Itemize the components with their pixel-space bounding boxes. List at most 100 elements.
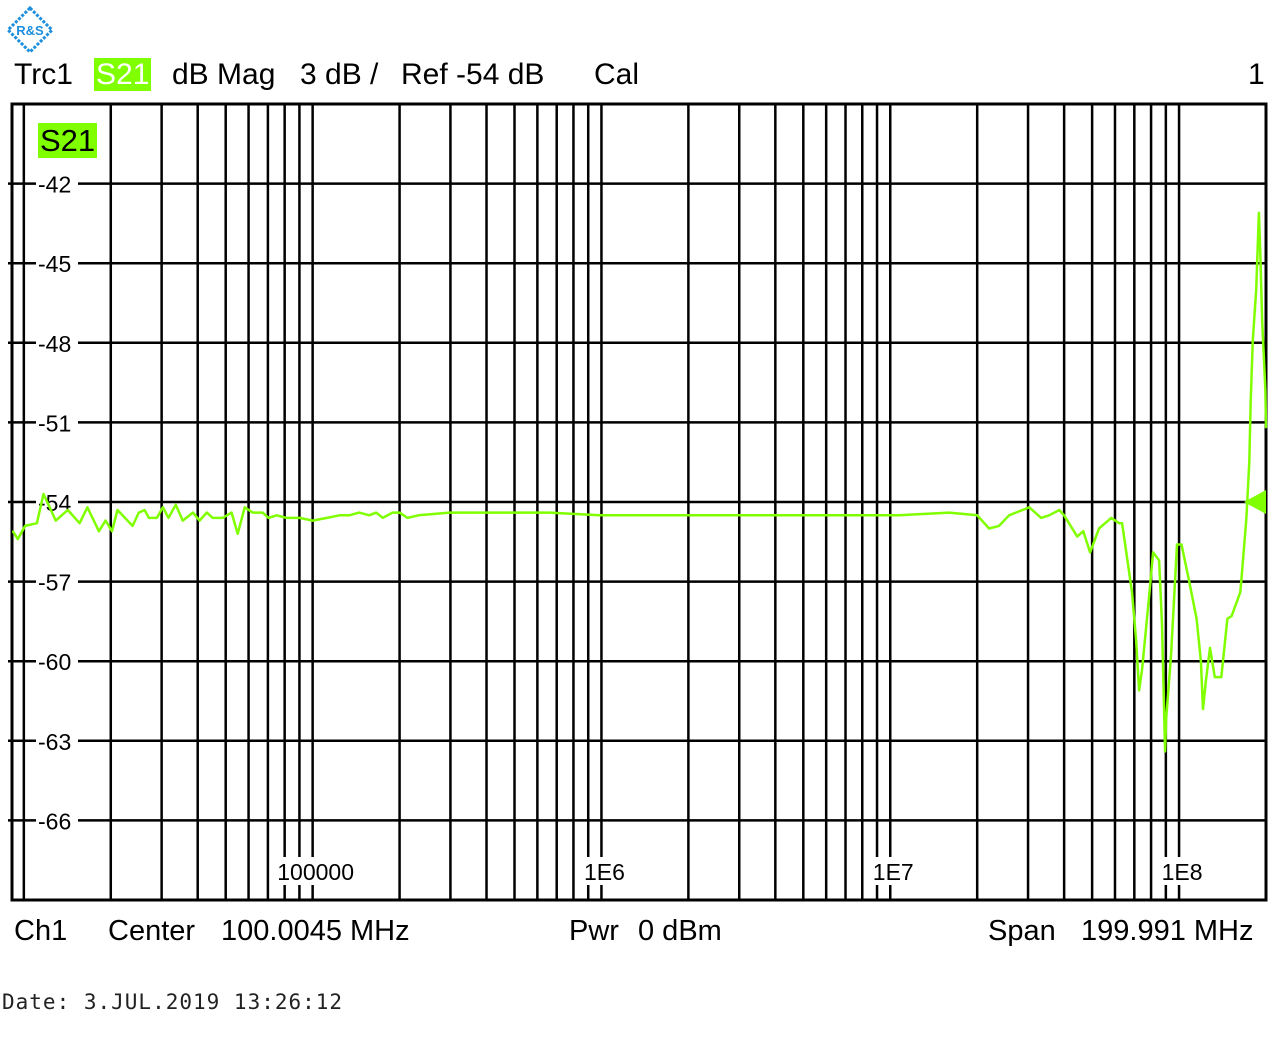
trace-point <box>54 519 57 522</box>
trace-point <box>1180 543 1183 546</box>
trace-tag: S21 <box>38 123 98 159</box>
power-value[interactable]: 0 dBm <box>638 915 722 947</box>
trace-point <box>1214 676 1216 678</box>
rs-logo: R&S <box>6 6 54 54</box>
trace-point <box>251 511 254 514</box>
cal-label: Cal <box>594 58 640 91</box>
trace-point <box>67 509 69 511</box>
y-tick-label-bg <box>36 807 78 834</box>
trace-point <box>398 511 401 514</box>
reference-level-marker-icon <box>1244 490 1266 514</box>
trace-point <box>988 527 990 530</box>
trace-point <box>205 511 208 514</box>
format-label[interactable]: dB Mag <box>172 58 276 91</box>
parameter-badge[interactable]: S21 <box>94 56 152 94</box>
trace-point <box>1135 639 1137 641</box>
trace-point <box>1248 461 1251 464</box>
y-tick-label-bg <box>36 170 78 197</box>
trace-point <box>948 511 951 514</box>
trace-point <box>311 519 314 522</box>
window-number: 1 <box>1248 58 1265 91</box>
trace-point <box>382 517 384 519</box>
trace-point <box>1058 509 1061 511</box>
trace-point <box>1161 623 1163 625</box>
trace-point <box>1174 580 1176 583</box>
trace-point <box>1028 506 1031 509</box>
trace-point <box>230 511 233 514</box>
x-tick-label: 1E8 <box>1162 859 1203 885</box>
trace-point <box>375 511 378 514</box>
trace-point <box>1264 389 1267 392</box>
trace-point <box>1195 617 1198 620</box>
trace-point <box>1076 535 1079 538</box>
y-tick-label-bg <box>36 648 78 675</box>
trace-point <box>1170 655 1172 657</box>
y-tick-label: -66 <box>38 808 71 834</box>
trace-point <box>1082 530 1085 532</box>
trace-point <box>1164 750 1166 753</box>
trace-tag-label: S21 <box>38 123 98 158</box>
scale-label[interactable]: 3 dB / <box>300 58 379 91</box>
trace-point <box>181 519 184 522</box>
trace-point <box>391 511 394 514</box>
y-tick-label-bg <box>36 409 78 436</box>
trace-point <box>192 511 194 514</box>
trace-point <box>1089 551 1091 554</box>
trace-point <box>358 511 361 514</box>
x-tick-label-bg <box>273 857 358 885</box>
svg-text:R&S: R&S <box>16 23 44 38</box>
trace-point <box>137 511 140 514</box>
trace-name[interactable]: Trc1 <box>14 58 73 91</box>
trace-point <box>1205 678 1207 681</box>
trace-point <box>897 514 900 517</box>
y-tick-label: -57 <box>38 570 71 596</box>
trace-point <box>1118 522 1120 525</box>
trace-point <box>86 506 89 509</box>
span-label: Span <box>988 915 1056 947</box>
trace-point <box>42 493 45 495</box>
trace-point <box>748 514 751 517</box>
trace-point <box>261 511 264 514</box>
ref-label[interactable]: Ref -54 dB <box>401 58 545 91</box>
trace-point <box>198 519 201 522</box>
trace-point <box>211 517 214 519</box>
trace-point <box>1259 249 1262 251</box>
center-value[interactable]: 100.0045 MHz <box>221 915 410 947</box>
trace-point <box>1230 615 1233 617</box>
trace-point <box>267 517 270 519</box>
y-tick-label-bg <box>36 568 78 595</box>
trace-point <box>1202 708 1204 710</box>
trace-point <box>1245 517 1248 519</box>
trace-point <box>175 503 177 506</box>
trace-point <box>12 530 14 532</box>
trace-point <box>24 525 26 527</box>
trace-point <box>148 517 150 519</box>
span-value[interactable]: 199.991 MHz <box>1081 915 1254 947</box>
trace-point <box>1261 320 1263 323</box>
center-label: Center <box>108 915 196 947</box>
trace-point <box>1138 689 1140 692</box>
trace-point <box>1098 527 1100 530</box>
y-tick-label: -60 <box>38 649 71 675</box>
trace-point <box>648 514 651 517</box>
trace-point <box>298 517 301 519</box>
trace-point <box>104 519 107 522</box>
trace-point <box>131 525 134 527</box>
trace-point <box>98 530 100 532</box>
y-tick-label-bg <box>36 727 78 754</box>
trace-point <box>1165 718 1167 721</box>
trace-point <box>338 514 341 517</box>
trace-point <box>16 538 19 540</box>
trace-point <box>1209 647 1211 649</box>
trace-point <box>348 514 351 517</box>
x-tick-label: 100000 <box>277 859 354 885</box>
trace-point <box>162 506 164 509</box>
trace-point <box>156 517 158 519</box>
y-tick-label: -42 <box>38 172 71 198</box>
y-tick-label: -51 <box>38 410 71 436</box>
y-tick-label: -45 <box>38 251 71 277</box>
trace-point <box>1063 514 1065 517</box>
trace-point <box>406 517 409 519</box>
trace-point <box>1255 288 1258 291</box>
